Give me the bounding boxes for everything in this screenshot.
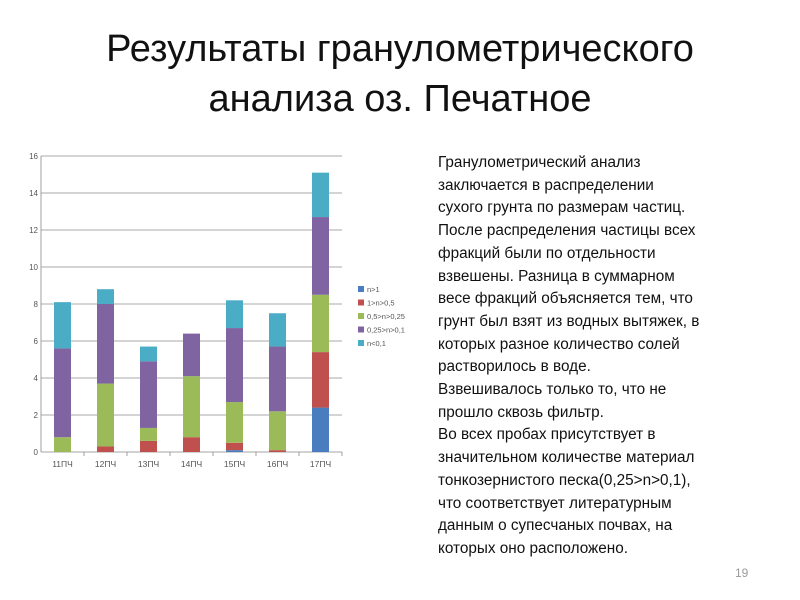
- page-number: 19: [735, 566, 749, 580]
- chart-canvas: 0 2 4 6 8 10 12 14 16 11ПЧ 12ПЧ 13ПЧ 14ПЧ 15ПЧ 16ПЧ 17П…: [29, 152, 405, 469]
- bar-segment: [226, 442, 243, 451]
- bar-segment: [140, 346, 157, 362]
- bar-segment: [312, 352, 329, 408]
- x-tick-label: 16ПЧ: [267, 459, 288, 469]
- bar-segment: [183, 437, 200, 452]
- bar-segment: [226, 300, 243, 329]
- bar-segment: [54, 302, 71, 349]
- bar-segment: [183, 333, 200, 377]
- legend-swatch: [358, 340, 364, 346]
- y-tick-label: 6: [34, 337, 39, 346]
- bar-segment: [183, 376, 200, 438]
- bar-segment: [312, 407, 329, 452]
- bar-segment: [226, 328, 243, 403]
- bar-segment: [140, 427, 157, 441]
- legend-swatch: [358, 326, 364, 333]
- stacked-bar-chart: 0 2 4 6 8 10 12 14 16 11ПЧ 12ПЧ 13ПЧ 14ПЧ 15ПЧ 16ПЧ 17П…: [24, 146, 414, 476]
- y-tick-label: 2: [34, 411, 39, 420]
- bar-segment: [269, 411, 286, 451]
- bar-segment: [312, 217, 329, 295]
- bar-segment: [97, 289, 114, 304]
- bar-segment: [54, 348, 71, 438]
- bar-segment: [97, 304, 114, 384]
- legend-label: 0,5>n>0,25: [367, 312, 405, 321]
- legend-swatch: [358, 299, 364, 306]
- legend-label: n<0,1: [367, 339, 386, 348]
- y-tick-label: 4: [34, 374, 39, 383]
- x-tick-label: 11ПЧ: [52, 459, 73, 469]
- legend-swatch: [358, 313, 364, 319]
- y-tick-label: 14: [29, 189, 38, 198]
- y-tick-label: 8: [34, 300, 39, 309]
- y-tick-label: 16: [29, 152, 38, 161]
- legend-swatch: [358, 286, 364, 292]
- bar-segment: [54, 437, 71, 452]
- legend-label: 1>n>0,5: [367, 299, 395, 308]
- y-tick-label: 12: [29, 226, 38, 235]
- slide-title: Результаты гранулометрического анализа о…: [0, 24, 800, 124]
- x-tick-label: 17ПЧ: [310, 459, 331, 469]
- legend-label: 0,25>n>0,1: [367, 326, 405, 335]
- bar-segment: [97, 446, 114, 452]
- slide-title-line-1: Результаты гранулометрического: [106, 28, 694, 70]
- bar-segment: [312, 172, 329, 218]
- bar-segment: [97, 383, 114, 447]
- bar-segment: [140, 440, 157, 452]
- y-tick-label: 0: [34, 448, 39, 457]
- legend-label: n>1: [367, 285, 380, 294]
- x-tick-label: 12ПЧ: [95, 459, 116, 469]
- bar-segment: [269, 346, 286, 412]
- bar-segment: [269, 313, 286, 347]
- x-tick-label: 15ПЧ: [224, 459, 245, 469]
- slide-title-line-2: анализа оз. Печатное: [208, 78, 592, 120]
- bar-segment: [226, 402, 243, 443]
- x-tick-label: 14ПЧ: [181, 459, 202, 469]
- bar-segment: [140, 361, 157, 428]
- bar-segment: [312, 294, 329, 353]
- description-text: Гранулометрический анализ заключается в …: [438, 154, 700, 557]
- x-tick-label: 13ПЧ: [138, 459, 159, 469]
- bar-segment: [226, 450, 243, 452]
- bar-segment: [269, 450, 286, 452]
- y-tick-label: 10: [29, 263, 38, 272]
